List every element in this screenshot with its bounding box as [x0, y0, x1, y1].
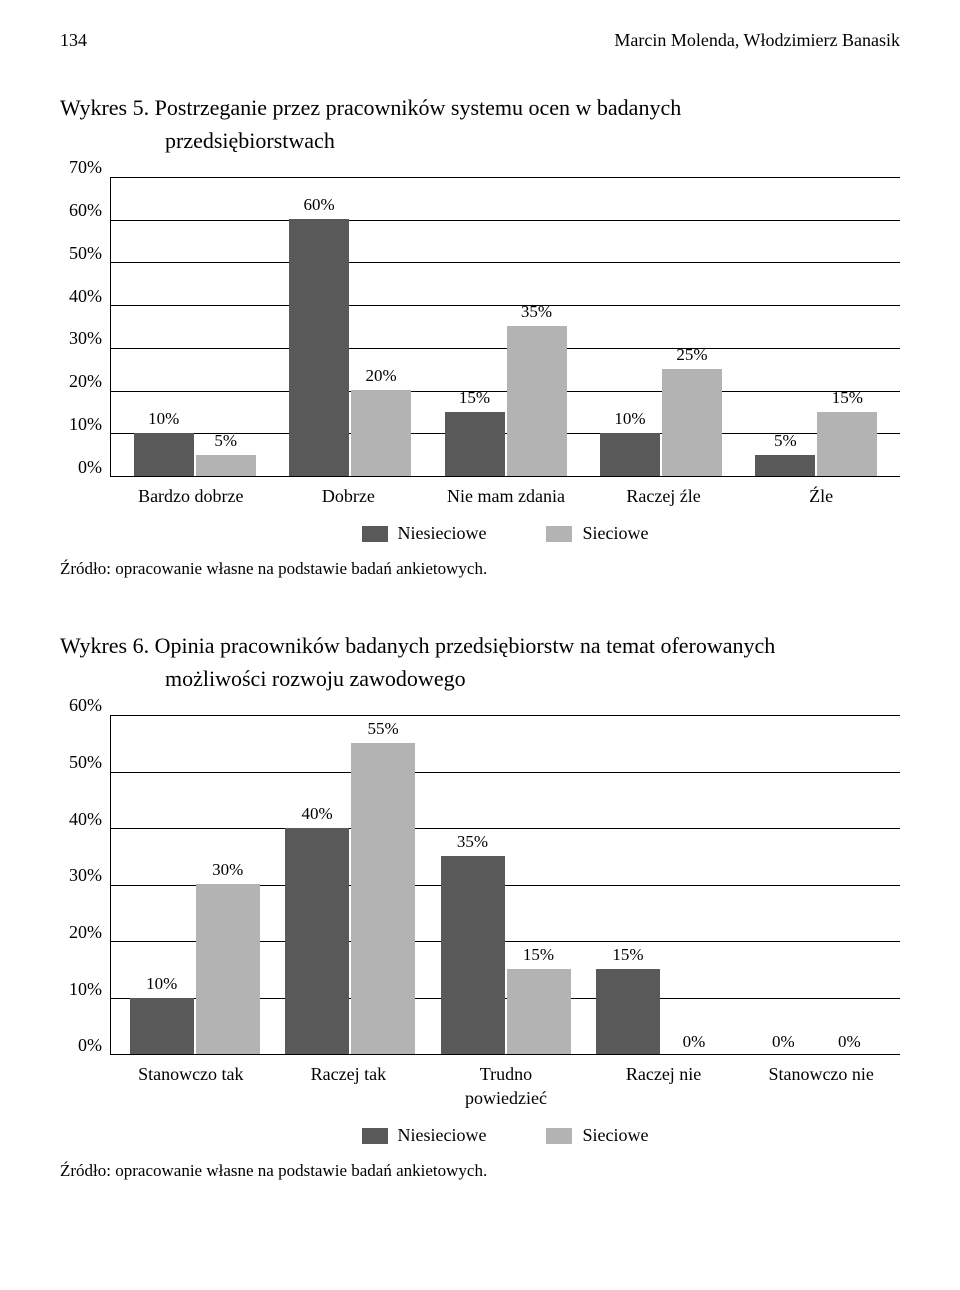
bar-group: 15%35% [428, 326, 583, 476]
bar-value-label: 35% [457, 832, 488, 852]
bar-value-label: 0% [838, 1032, 861, 1052]
chart-5-plot: 10%5%60%20%15%35%10%25%5%15% [110, 177, 900, 477]
bar-value-label: 15% [523, 945, 554, 965]
chart-5-legend-item-b: Sieciowe [546, 523, 648, 544]
bar-value-label: 55% [368, 719, 399, 739]
chart-6-legend-label-b: Sieciowe [582, 1125, 648, 1146]
bar-value-label: 60% [304, 195, 335, 215]
bar-value-label: 40% [302, 804, 333, 824]
bar: 60% [289, 219, 349, 476]
chart-6-y-axis: 60%50%40%30%20%10%0% [60, 715, 110, 1055]
chart-6-bars: 10%30%40%55%35%15%15%0%0%0% [111, 715, 900, 1054]
chart-5-legend-label-b: Sieciowe [582, 523, 648, 544]
bar: 25% [662, 369, 722, 476]
x-axis-label: Dobrze [270, 485, 428, 508]
bar-group: 60%20% [272, 219, 427, 476]
chart-5-title-line1: Postrzeganie przez pracowników systemu o… [155, 95, 682, 120]
page: 134 Marcin Molenda, Włodzimierz Banasik … [0, 0, 960, 1231]
x-axis-label: Stanowczo nie [742, 1063, 900, 1110]
legend-swatch-icon [362, 1128, 388, 1144]
bar-value-label: 0% [683, 1032, 706, 1052]
bar: 10% [600, 433, 660, 476]
bar: 35% [441, 856, 505, 1054]
bar: 15% [445, 412, 505, 476]
chart-6-plot: 10%30%40%55%35%15%15%0%0%0% [110, 715, 900, 1055]
bar-group: 15% 0% [583, 969, 738, 1054]
legend-swatch-icon [546, 1128, 572, 1144]
chart-6-title-line1: Opinia pracowników badanych przedsiębior… [155, 633, 776, 658]
bar-group: 10%5% [117, 433, 272, 476]
bar: 35% [507, 326, 567, 476]
bar-value-label: 15% [832, 388, 863, 408]
chart-5-legend-item-a: Niesieciowe [362, 523, 487, 544]
bar-group: 10%30% [117, 884, 272, 1054]
bar: 55% [351, 743, 415, 1055]
chart-5-title-prefix: Wykres 5. [60, 95, 155, 120]
chart-5-bars: 10%5%60%20%15%35%10%25%5%15% [111, 177, 900, 476]
chart-6: 60%50%40%30%20%10%0% 10%30%40%55%35%15%1… [60, 715, 900, 1146]
chart-6-title-line2: możliwości rozwoju zawodowego [60, 662, 900, 695]
chart-5-title-line2: przedsiębiorstwach [60, 124, 900, 157]
chart-6-title: Wykres 6. Opinia pracowników badanych pr… [60, 629, 900, 695]
chart-5-area: 70%60%50%40%30%20%10%0% 10%5%60%20%15%35… [60, 177, 900, 477]
bar: 40% [285, 828, 349, 1055]
bar-group: 40%55% [272, 743, 427, 1055]
legend-swatch-icon [546, 526, 572, 542]
chart-5-y-axis: 70%60%50%40%30%20%10%0% [60, 177, 110, 477]
bar: 5% [755, 455, 815, 476]
chart-6-area: 60%50%40%30%20%10%0% 10%30%40%55%35%15%1… [60, 715, 900, 1055]
chart-6-legend-item-a: Niesieciowe [362, 1125, 487, 1146]
bar: 15% [507, 969, 571, 1054]
bar-value-label: 20% [366, 366, 397, 386]
chart-5-title: Wykres 5. Postrzeganie przez pracowników… [60, 91, 900, 157]
chart-5-x-axis: Bardzo dobrzeDobrzeNie mam zdaniaRaczej … [112, 477, 900, 508]
bar: 10% [130, 998, 194, 1055]
chart-6-legend-label-a: Niesieciowe [398, 1125, 487, 1146]
bar: 15% [817, 412, 877, 476]
bar-group: 35%15% [428, 856, 583, 1054]
bar: 10% [134, 433, 194, 476]
chart-5-legend: Niesieciowe Sieciowe [110, 523, 900, 544]
bar-value-label: 15% [612, 945, 643, 965]
bar-group: 5%15% [739, 412, 894, 476]
chart-5: 70%60%50%40%30%20%10%0% 10%5%60%20%15%35… [60, 177, 900, 544]
x-axis-label: Źle [742, 485, 900, 508]
x-axis-label: Stanowczo tak [112, 1063, 270, 1110]
x-axis-label: Trudnopowiedzieć [427, 1063, 585, 1110]
chart-6-legend-item-b: Sieciowe [546, 1125, 648, 1146]
page-number: 134 [60, 30, 87, 51]
bar: 15% [596, 969, 660, 1054]
bar-value-label: 10% [146, 974, 177, 994]
chart-6-legend: Niesieciowe Sieciowe [110, 1125, 900, 1146]
page-authors: Marcin Molenda, Włodzimierz Banasik [614, 30, 900, 51]
bar-value-label: 25% [676, 345, 707, 365]
bar: 20% [351, 390, 411, 476]
bar-value-label: 15% [459, 388, 490, 408]
bar-value-label: 35% [521, 302, 552, 322]
bar-group: 10%25% [583, 369, 738, 476]
chart-5-source: Źródło: opracowanie własne na podstawie … [60, 559, 900, 579]
bar: 30% [196, 884, 260, 1054]
bar-value-label: 10% [148, 409, 179, 429]
bar-value-label: 5% [774, 431, 797, 451]
chart-6-x-axis: Stanowczo takRaczej takTrudnopowiedziećR… [112, 1055, 900, 1110]
x-axis-label: Raczej tak [270, 1063, 428, 1110]
chart-5-legend-label-a: Niesieciowe [398, 523, 487, 544]
bar: 5% [196, 455, 256, 476]
x-axis-label: Raczej nie [585, 1063, 743, 1110]
x-axis-label: Bardzo dobrze [112, 485, 270, 508]
chart-6-title-prefix: Wykres 6. [60, 633, 155, 658]
legend-swatch-icon [362, 526, 388, 542]
page-header: 134 Marcin Molenda, Włodzimierz Banasik [60, 30, 900, 51]
bar-value-label: 0% [772, 1032, 795, 1052]
x-axis-label: Raczej źle [585, 485, 743, 508]
x-axis-label: Nie mam zdania [427, 485, 585, 508]
bar-value-label: 5% [214, 431, 237, 451]
bar-value-label: 30% [212, 860, 243, 880]
chart-6-source: Źródło: opracowanie własne na podstawie … [60, 1161, 900, 1181]
bar-value-label: 10% [614, 409, 645, 429]
